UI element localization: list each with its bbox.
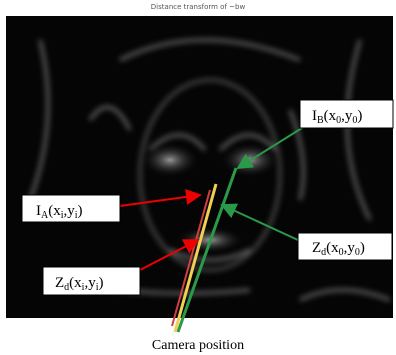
label-text: (x: [326, 240, 339, 256]
label-text: ): [360, 240, 365, 256]
label-text: Z: [312, 240, 321, 256]
label-text: (x: [324, 108, 337, 124]
caption: Camera position: [152, 338, 244, 353]
label-text: (x: [69, 275, 82, 291]
label-text: ,y: [64, 203, 76, 219]
label-text: ): [357, 108, 362, 124]
label-text: ,y: [341, 108, 353, 124]
label-text: ): [98, 275, 103, 291]
image-title: Distance transform of ~bw: [151, 3, 246, 11]
label-text: ,y: [344, 240, 356, 256]
figure: Distance transform of ~bw IB(x0,y0) IA(x…: [0, 0, 396, 355]
label-text: ): [78, 203, 83, 219]
label-text: ,y: [84, 275, 96, 291]
label-text: (x: [48, 203, 61, 219]
label-text: Z: [55, 275, 64, 291]
